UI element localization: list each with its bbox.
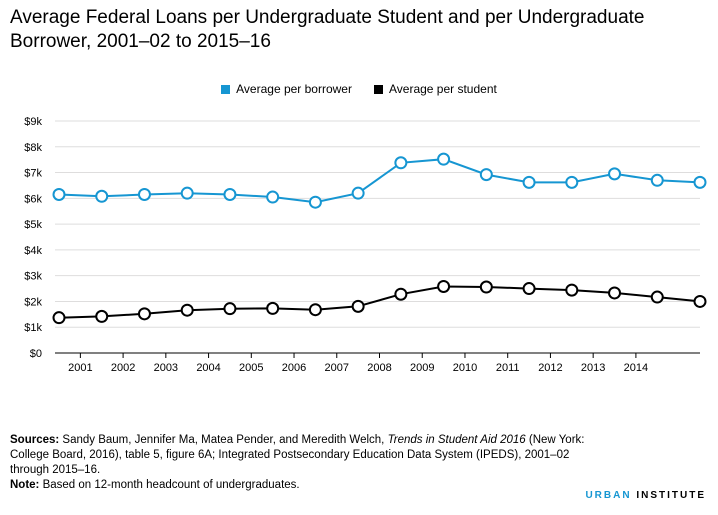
- data-point-1: [394, 287, 408, 301]
- series-line-1: [58, 285, 701, 319]
- data-point-0: [52, 187, 66, 201]
- sources-italic: Trends in Student Aid 2016: [387, 434, 526, 446]
- data-point-1: [650, 290, 664, 304]
- y-tick-label: $1k: [24, 322, 42, 334]
- data-point-1: [137, 307, 151, 321]
- x-tick-label: 2001: [68, 362, 92, 372]
- x-tick-label: 2006: [282, 362, 306, 372]
- x-tick-label: 2005: [239, 362, 263, 372]
- y-tick-label: $0: [30, 348, 42, 360]
- data-point-1: [565, 283, 579, 297]
- y-tick-label: $8k: [24, 142, 42, 154]
- data-point-1: [180, 303, 194, 317]
- data-point-1: [266, 301, 280, 315]
- data-point-1: [308, 303, 322, 317]
- sources-text-1: Sandy Baum, Jennifer Ma, Matea Pender, a…: [59, 434, 388, 446]
- brand-part2: INSTITUTE: [636, 490, 706, 501]
- x-tick-label: 2002: [111, 362, 135, 372]
- data-point-0: [565, 175, 579, 189]
- x-tick-label: 2003: [154, 362, 178, 372]
- data-point-1: [479, 280, 493, 294]
- chart-legend: Average per borrower Average per student: [0, 82, 718, 96]
- data-point-1: [95, 309, 109, 323]
- note-text: Based on 12-month headcount of undergrad…: [39, 479, 300, 491]
- x-tick-label: 2004: [196, 362, 220, 372]
- data-point-1: [608, 286, 622, 300]
- data-point-1: [52, 311, 66, 325]
- sources-text-2: (New York: College Board, 2016), table 5…: [10, 434, 585, 476]
- data-point-0: [608, 167, 622, 181]
- data-point-0: [394, 156, 408, 170]
- x-tick-label: 2008: [367, 362, 391, 372]
- x-tick-label: 2007: [325, 362, 349, 372]
- data-point-0: [266, 190, 280, 204]
- brand-part1: URBAN: [585, 490, 632, 501]
- legend-item-borrower: Average per borrower: [221, 82, 352, 96]
- data-point-0: [95, 189, 109, 203]
- data-point-1: [437, 279, 451, 293]
- y-tick-label: $5k: [24, 219, 42, 231]
- series-line-0: [58, 158, 701, 204]
- legend-item-student: Average per student: [373, 82, 497, 96]
- y-tick-label: $7k: [24, 168, 42, 180]
- data-point-1: [223, 302, 237, 316]
- note-label: Note:: [10, 479, 40, 491]
- data-point-0: [137, 187, 151, 201]
- data-point-0: [351, 186, 365, 200]
- line-chart: $0 $1k $2k $3k $4k $5k $6k $7k $8k $9k 2001 2002 200…: [24, 116, 707, 372]
- data-point-0: [437, 152, 451, 166]
- chart-title: Average Federal Loans per Undergraduate …: [10, 7, 645, 52]
- data-point-0: [522, 175, 536, 189]
- urban-institute-logo: URBAN INSTITUTE: [585, 490, 706, 501]
- data-point-0: [479, 168, 493, 182]
- chart-notes: Sources: Sandy Baum, Jennifer Ma, Matea …: [10, 433, 600, 493]
- data-point-0: [223, 187, 237, 201]
- y-tick-label: $6k: [24, 193, 42, 205]
- x-tick-label: 2012: [538, 362, 562, 372]
- sources-label: Sources:: [10, 434, 60, 446]
- data-point-1: [522, 282, 536, 296]
- legend-swatch-borrower: [221, 84, 231, 94]
- data-point-0: [308, 195, 322, 209]
- y-tick-label: $2k: [24, 296, 42, 308]
- y-tick-label: $4k: [24, 245, 42, 257]
- x-tick-label: 2014: [624, 362, 648, 372]
- legend-label-student: Average per student: [388, 82, 497, 96]
- data-point-1: [693, 294, 707, 308]
- x-tick-label: 2010: [453, 362, 477, 372]
- x-tick-label: 2013: [581, 362, 605, 372]
- x-tick-label: 2011: [496, 362, 520, 372]
- y-tick-label: $9k: [24, 116, 42, 128]
- x-tick-label: 2009: [410, 362, 434, 372]
- y-tick-label: $3k: [24, 271, 42, 283]
- data-point-0: [650, 173, 664, 187]
- legend-label-borrower: Average per borrower: [236, 82, 352, 96]
- data-point-0: [693, 175, 707, 189]
- data-point-1: [351, 299, 365, 313]
- data-point-0: [180, 186, 194, 200]
- legend-swatch-student: [373, 84, 383, 94]
